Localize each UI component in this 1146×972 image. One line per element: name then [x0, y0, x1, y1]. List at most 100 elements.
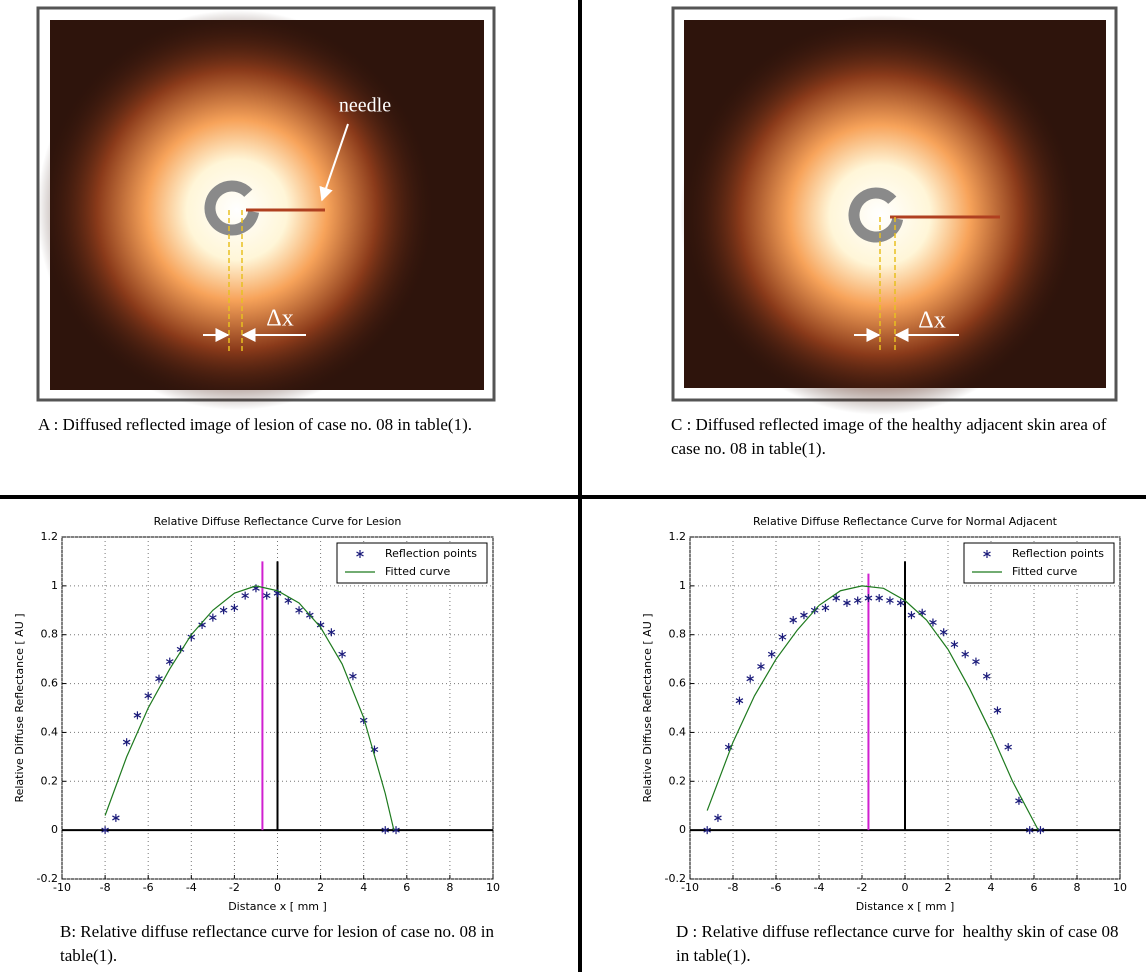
x-tick-label: -6	[143, 881, 154, 894]
marker-stroke	[392, 827, 400, 833]
marker-stroke	[230, 605, 239, 611]
data-point	[241, 591, 249, 600]
marker-stroke	[961, 651, 969, 657]
marker-stroke	[112, 815, 120, 821]
marker-stroke	[241, 593, 249, 599]
data-point	[993, 706, 1002, 715]
data-point	[853, 596, 862, 605]
x-axis-label: Distance x [ mm ]	[856, 900, 955, 913]
y-tick-label: 0.8	[41, 628, 59, 641]
marker-stroke	[735, 698, 744, 704]
marker-stroke	[864, 595, 873, 601]
x-tick-label: -4	[186, 881, 197, 894]
data-point	[735, 696, 744, 705]
data-point	[886, 596, 894, 605]
data-point	[144, 691, 152, 700]
y-tick-label: -0.2	[665, 872, 686, 885]
legend	[963, 542, 1115, 584]
marker-stroke	[338, 651, 346, 657]
x-tick-label: 6	[403, 881, 410, 894]
marker-stroke	[800, 612, 808, 618]
ring	[848, 187, 904, 243]
marker-stroke	[381, 827, 390, 833]
marker-stroke	[896, 600, 905, 606]
ring	[204, 180, 260, 236]
y-tick-label: 1.2	[41, 530, 59, 543]
marker-stroke	[714, 815, 722, 821]
data-point	[864, 594, 873, 603]
marker-stroke	[982, 673, 991, 679]
marker-stroke	[1015, 798, 1023, 804]
data-point	[101, 826, 109, 835]
x-tick-label: -10	[53, 881, 71, 894]
y-tick-label: 0.2	[669, 774, 687, 787]
caption: B: Relative diffuse reflectance curve fo…	[60, 922, 499, 965]
marker-stroke	[972, 659, 980, 665]
x-tick-label: -10	[681, 881, 699, 894]
x-tick-label: -8	[728, 881, 739, 894]
caption: C : Diffused reflected image of the heal…	[671, 415, 1111, 458]
marker-stroke	[356, 551, 364, 557]
annotation: Δx	[266, 306, 293, 332]
marker-stroke	[853, 597, 862, 604]
marker-stroke	[1004, 744, 1012, 750]
data-point	[843, 598, 851, 607]
data-point	[703, 826, 711, 835]
data-point	[165, 657, 174, 666]
data-point	[832, 594, 840, 603]
x-tick-label: -2	[229, 881, 240, 894]
glow	[680, 15, 1080, 415]
marker-stroke	[359, 717, 368, 723]
data-point	[112, 813, 120, 822]
y-tick-label: 0.8	[669, 628, 687, 641]
x-tick-label: 2	[317, 881, 324, 894]
data-point	[821, 603, 830, 612]
marker-stroke	[778, 634, 787, 640]
marker-stroke	[316, 622, 325, 628]
data-point	[262, 591, 271, 600]
data-point	[714, 813, 722, 822]
legend-label: Reflection points	[385, 547, 477, 560]
data-point	[800, 611, 808, 620]
data-point	[295, 606, 303, 615]
marker-stroke	[843, 600, 851, 606]
legend-label: Fitted curve	[1012, 565, 1078, 578]
marker-stroke	[122, 739, 131, 745]
data-point	[349, 672, 357, 681]
marker-stroke	[907, 612, 916, 618]
x-tick-label: -2	[857, 881, 868, 894]
y-tick-label: 0.4	[669, 725, 687, 738]
marker-stroke	[198, 622, 206, 628]
marker-stroke	[219, 607, 228, 613]
divider	[0, 495, 1146, 499]
y-axis-label: Relative Diffuse Reflectance [ AU ]	[641, 613, 654, 802]
x-tick-label: 0	[274, 881, 281, 894]
legend	[336, 542, 488, 584]
marker-stroke	[1025, 827, 1034, 833]
marker-stroke	[1036, 827, 1045, 833]
data-point	[327, 628, 336, 637]
data-point	[284, 596, 293, 605]
x-tick-label: 4	[988, 881, 995, 894]
marker-stroke	[746, 676, 754, 682]
data-point	[757, 662, 765, 671]
marker-stroke	[133, 712, 142, 718]
data-point	[1004, 743, 1012, 752]
marker-stroke	[703, 827, 711, 833]
x-tick-label: 6	[1031, 881, 1038, 894]
x-tick-label: 0	[902, 881, 909, 894]
glow	[37, 10, 437, 410]
marker-stroke	[983, 551, 991, 557]
divider	[578, 0, 582, 972]
marker-stroke	[875, 595, 883, 601]
data-point	[929, 618, 937, 627]
marker-stroke	[929, 619, 937, 626]
arrow	[319, 123, 349, 202]
marker-stroke	[349, 673, 357, 679]
legend-swatch	[983, 550, 991, 558]
fitted-curve	[706, 585, 1039, 831]
x-tick-label: 8	[446, 881, 453, 894]
marker-stroke	[789, 617, 797, 623]
data-point	[896, 598, 905, 607]
